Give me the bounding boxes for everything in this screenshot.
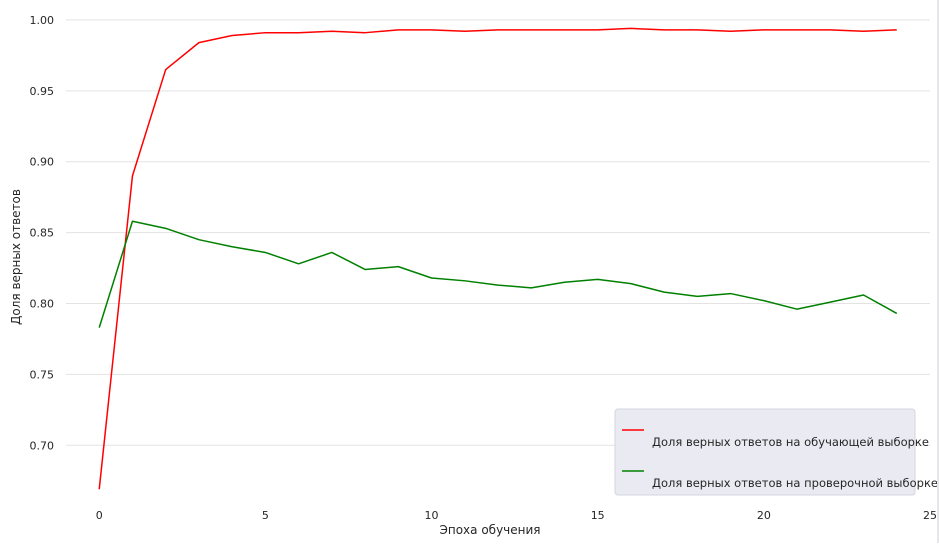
y-axis-ticks: 0.70 0.75 0.80 0.85 0.90 0.95 1.00	[30, 14, 55, 452]
legend-label-train: Доля верных ответов на обучающей выборке	[652, 435, 929, 449]
x-tick-label: 0	[96, 509, 103, 522]
y-tick-label: 0.80	[30, 297, 55, 310]
legend-box	[614, 408, 916, 496]
y-tick-label: 0.95	[30, 85, 55, 98]
y-tick-label: 1.00	[30, 14, 55, 27]
x-axis-ticks: 0 5 10 15 20 25	[96, 509, 937, 522]
y-tick-label: 0.70	[30, 439, 55, 452]
grid	[66, 19, 930, 446]
x-tick-label: 20	[757, 509, 771, 522]
y-tick-label: 0.90	[30, 156, 55, 169]
x-tick-label: 5	[262, 509, 269, 522]
legend-label-validation: Доля верных ответов на проверочной выбор…	[652, 476, 938, 490]
y-axis-label: Доля верных ответов	[9, 189, 23, 325]
series-lines	[98, 27, 898, 490]
x-axis-label: Эпоха обучения	[439, 523, 540, 537]
window-edge	[937, 0, 939, 543]
y-tick-label: 0.75	[30, 368, 55, 381]
x-tick-label: 25	[923, 509, 937, 522]
x-tick-label: 15	[591, 509, 605, 522]
y-tick-label: 0.85	[30, 227, 55, 240]
x-tick-label: 10	[425, 509, 439, 522]
series-line-validation	[98, 220, 898, 328]
series-line-train	[98, 27, 897, 490]
legend: Доля верных ответов на обучающей выборке…	[614, 408, 938, 496]
